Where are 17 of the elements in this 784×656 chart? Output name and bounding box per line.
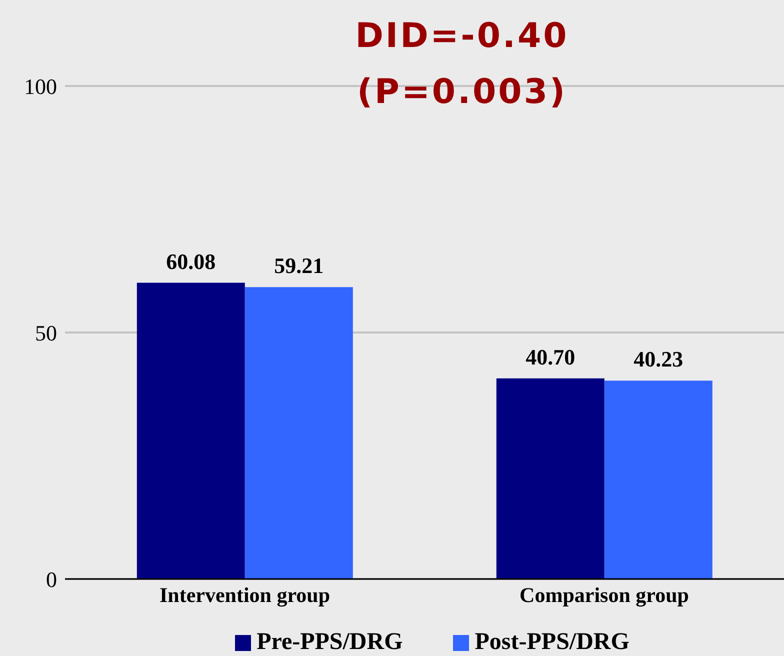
data-label: 40.70 bbox=[526, 344, 576, 370]
y-tick-label: 50 bbox=[35, 320, 57, 346]
bar bbox=[244, 287, 353, 579]
y-tick-label: 100 bbox=[24, 74, 57, 99]
x-tick-label: Comparison group bbox=[520, 582, 689, 607]
legend-label: Post-PPS/DRG bbox=[474, 629, 630, 656]
x-tick-label: Intervention group bbox=[159, 582, 330, 607]
data-label: 60.08 bbox=[166, 248, 216, 274]
data-label: 40.23 bbox=[634, 346, 684, 372]
bar bbox=[136, 282, 245, 579]
legend-label: Pre-PPS/DRG bbox=[256, 629, 403, 656]
text: DID=-0.40 bbox=[354, 15, 570, 58]
bar bbox=[604, 380, 712, 579]
data-label: 59.21 bbox=[274, 253, 324, 278]
y-tick-label: 0 bbox=[46, 566, 57, 592]
bar bbox=[496, 378, 604, 579]
annotation: (P=0.003) bbox=[356, 71, 568, 114]
